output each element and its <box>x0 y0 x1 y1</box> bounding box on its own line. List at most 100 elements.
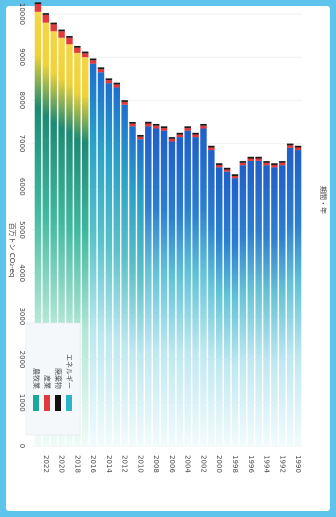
bar-waste <box>121 100 128 102</box>
bar-industry <box>216 164 223 168</box>
bar-waste <box>97 67 105 70</box>
bar-industry <box>294 147 302 151</box>
bar-energy <box>255 160 262 446</box>
bar-energy <box>66 44 73 447</box>
category-tick-label: 2018 <box>73 455 81 473</box>
category-tick-label: 1994 <box>263 455 271 473</box>
bar-waste <box>255 156 262 159</box>
bar-industry <box>223 169 231 172</box>
bar-waste <box>82 51 89 54</box>
bar-energy <box>58 37 65 446</box>
category-tick-label: 2022 <box>42 455 50 473</box>
bar-energy <box>50 31 57 447</box>
bar-industry <box>263 162 270 166</box>
category-tick-label: 2014 <box>105 455 113 473</box>
bar-waste <box>137 134 144 137</box>
bar-energy <box>97 72 105 446</box>
bar-waste <box>34 2 42 5</box>
category-tick-label: 2012 <box>121 455 129 473</box>
category-tick-label: 2008 <box>152 455 160 473</box>
category-tick-label: 2010 <box>136 455 144 473</box>
bar-energy <box>34 11 42 447</box>
legend-box <box>25 322 81 436</box>
bar-industry <box>42 14 50 23</box>
bar-industry <box>286 145 294 148</box>
legend-swatch <box>44 395 50 411</box>
value-tick-label: 5000 <box>18 221 26 239</box>
value-tick-label: 4000 <box>18 264 26 282</box>
bar-energy <box>184 130 191 446</box>
bar-energy <box>152 128 160 447</box>
value-tick-label: 6000 <box>18 178 26 196</box>
category-tick-label: 2000 <box>215 455 223 473</box>
category-tick-label: 2004 <box>184 455 192 473</box>
bar-waste <box>145 121 152 124</box>
bar-industry <box>247 158 254 161</box>
bar-industry <box>271 164 278 168</box>
bar-waste <box>176 132 184 135</box>
bar-industry <box>208 147 215 151</box>
bar-industry <box>231 176 239 179</box>
bar-energy <box>129 126 136 446</box>
bar-waste <box>168 137 176 139</box>
bar-waste <box>239 161 247 163</box>
bar-industry <box>184 128 191 131</box>
bar-industry <box>160 128 168 131</box>
legend-swatch <box>66 395 72 411</box>
bar-industry <box>74 47 81 53</box>
category-tick-label: 2006 <box>168 455 176 473</box>
bar-industry <box>200 125 207 129</box>
value-tick-label: 8000 <box>18 91 26 109</box>
category-axis-title: 期間・年 <box>319 186 328 214</box>
bar-waste <box>89 58 97 61</box>
bar-energy <box>294 150 302 446</box>
bar-industry <box>137 136 144 140</box>
bar-energy <box>113 87 120 446</box>
bar-industry <box>255 158 262 161</box>
bar-industry <box>105 80 113 84</box>
bar-waste <box>271 163 278 165</box>
category-tick-label: 2002 <box>199 455 207 473</box>
legend-swatch <box>55 395 61 411</box>
bar-energy <box>216 167 223 447</box>
bar-waste <box>263 161 270 163</box>
bar-waste <box>231 174 239 176</box>
bar-energy <box>208 150 215 446</box>
bar-energy <box>74 52 81 446</box>
value-tick-label: 9000 <box>18 48 26 66</box>
bar-waste <box>279 161 286 163</box>
value-tick-label: 7000 <box>18 135 26 153</box>
bar-waste <box>105 78 113 81</box>
category-tick-label: 1990 <box>294 455 302 473</box>
bar-industry <box>34 4 42 12</box>
value-tick-label: 2000 <box>18 351 26 369</box>
bar-industry <box>97 69 105 73</box>
bar-waste <box>286 143 294 146</box>
value-axis-title: 百万トン CO₂-eq <box>8 223 16 278</box>
bar-waste <box>66 36 73 38</box>
bar-energy <box>176 137 184 446</box>
bar-energy <box>168 141 176 446</box>
bar-waste <box>113 82 120 85</box>
bar-industry <box>66 37 73 45</box>
bar-industry <box>121 101 128 105</box>
bar-industry <box>113 84 120 88</box>
category-tick-label: 1998 <box>231 455 239 473</box>
bar-energy <box>223 171 231 446</box>
bar-waste <box>152 123 160 126</box>
legend-label: 産業 <box>43 375 52 389</box>
category-tick-label: 1992 <box>278 455 286 473</box>
legend-label: 廃棄物 <box>54 368 63 389</box>
legend: 農牧業 産業 廃棄物 エネルギー <box>25 322 81 436</box>
bar-energy <box>192 137 199 446</box>
bar-industry <box>89 60 97 64</box>
bar-waste <box>223 167 231 170</box>
category-tick-label: 2020 <box>58 455 66 473</box>
bar-energy <box>263 165 270 446</box>
bar-waste <box>216 163 223 165</box>
bar-energy <box>247 160 254 446</box>
bar-energy <box>105 83 113 447</box>
category-tick-label: 2016 <box>89 455 97 473</box>
legend-label: エネルギー <box>65 354 73 389</box>
